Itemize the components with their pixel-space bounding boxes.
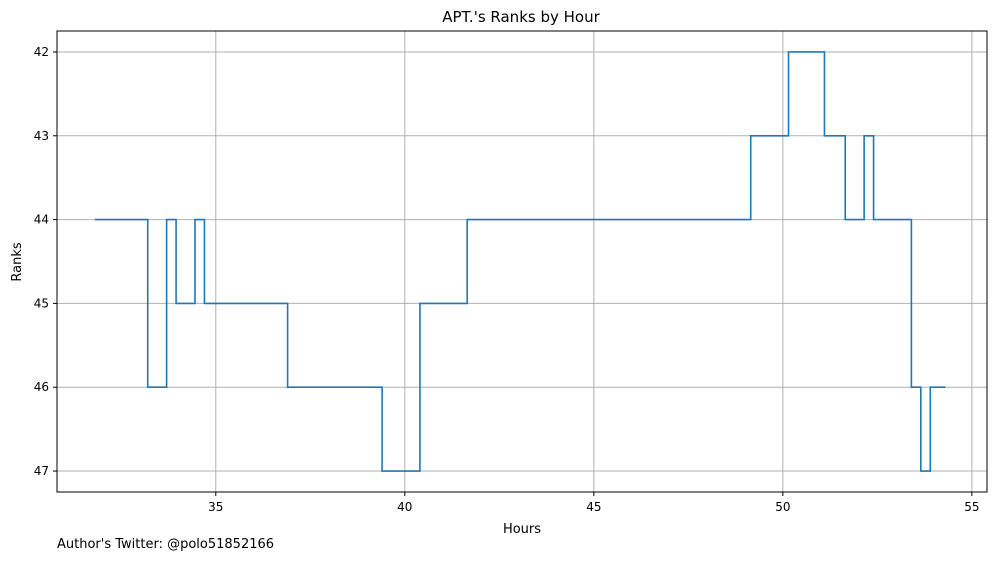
rank-step-line-0 [94, 51, 946, 472]
grid-layer [57, 31, 987, 492]
x-tick-label: 35 [208, 500, 223, 514]
y-tick-label: 45 [34, 296, 49, 310]
y-tick-label: 46 [34, 380, 49, 394]
x-tick-label: 40 [397, 500, 412, 514]
y-tick-label: 47 [34, 464, 49, 478]
author-twitter-note: Author's Twitter: @polo51852166 [57, 537, 275, 552]
x-tick-label: 50 [775, 500, 790, 514]
plot-frame [56, 30, 988, 493]
y-tick-layer: 42 43 44 45 46 47 [34, 45, 57, 478]
y-tick-label: 43 [34, 129, 49, 143]
series-layer [94, 51, 946, 472]
chart-title: APT.'s Ranks by Hour [442, 8, 600, 26]
x-tick-label: 45 [586, 500, 601, 514]
y-tick-label: 42 [34, 45, 49, 59]
y-tick-label: 44 [34, 213, 49, 227]
x-axis-label: Hours [503, 522, 541, 537]
x-tick-layer: 35 40 45 50 55 [208, 492, 980, 514]
x-tick-label: 55 [964, 500, 979, 514]
y-axis-label: Ranks [10, 242, 25, 281]
